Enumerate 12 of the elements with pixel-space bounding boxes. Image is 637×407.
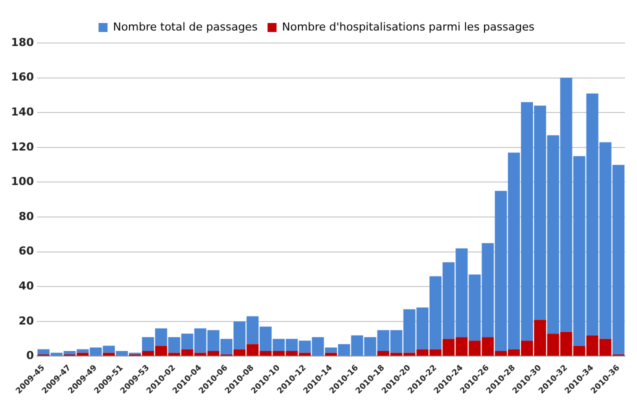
- y-tick-label: 120: [10, 140, 34, 154]
- y-tick-label: 100: [10, 175, 34, 188]
- legend-label: Nombre total de passages: [113, 20, 258, 34]
- y-tick-label: 160: [10, 70, 34, 84]
- y-tick-label: 140: [10, 105, 34, 118]
- y-tick-label: 40: [18, 279, 34, 292]
- y-tick-label: 80: [18, 210, 34, 223]
- y-tick-label: 60: [18, 244, 34, 258]
- y-tick-label: 20: [18, 314, 34, 328]
- y-tick-label: 0: [26, 349, 34, 362]
- legend-label: Nombre d'hospitalisations parmi les passages: [282, 20, 535, 34]
- y-tick-label: 180: [10, 36, 34, 49]
